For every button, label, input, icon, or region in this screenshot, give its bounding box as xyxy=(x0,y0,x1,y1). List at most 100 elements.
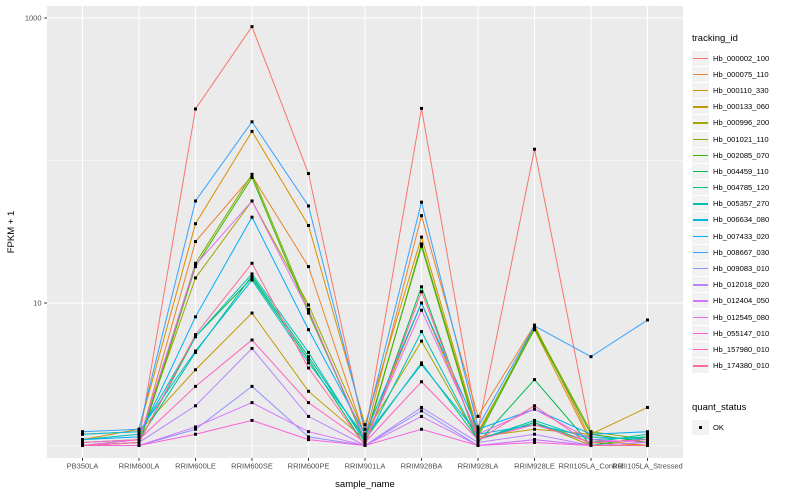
data-point xyxy=(137,444,141,447)
legend-key-swatch xyxy=(692,309,709,325)
legend-line-sample xyxy=(693,203,708,205)
data-point xyxy=(533,432,536,436)
data-point xyxy=(307,358,310,362)
x-tick-label: RRIM901LA xyxy=(345,462,386,471)
data-point xyxy=(589,430,593,434)
legend-item-Hb_005357_270: Hb_005357_270 xyxy=(692,196,798,212)
legend-key-swatch xyxy=(692,115,709,131)
data-point xyxy=(420,285,423,289)
data-point xyxy=(194,199,197,203)
legend-key-swatch xyxy=(692,147,709,163)
data-point xyxy=(250,311,254,315)
data-point xyxy=(476,425,480,429)
data-point xyxy=(420,380,423,384)
legend-item-label: Hb_002085_070 xyxy=(713,150,770,160)
data-point xyxy=(533,423,536,427)
data-point xyxy=(589,355,593,359)
legend-line-sample xyxy=(693,268,708,270)
data-point xyxy=(250,276,254,280)
legend-key-swatch xyxy=(692,180,709,196)
legend-line-sample xyxy=(693,170,708,173)
legend-tracking-id: tracking_id Hb_000002_100 Hb_000075_110 Hb… xyxy=(692,33,798,374)
data-point xyxy=(363,435,367,439)
data-point xyxy=(420,244,423,248)
data-point xyxy=(250,25,254,29)
data-point xyxy=(307,328,310,332)
data-point xyxy=(533,421,536,425)
data-point xyxy=(250,199,254,203)
data-point xyxy=(307,389,310,393)
legend-line-sample xyxy=(693,57,708,59)
data-point xyxy=(194,368,197,372)
data-point xyxy=(250,418,254,422)
x-tick-label: RRIM928LE xyxy=(514,462,555,471)
data-point xyxy=(420,363,423,367)
legend-line-sample xyxy=(693,251,708,254)
data-point xyxy=(420,330,423,334)
data-point xyxy=(250,278,254,282)
legend-tracking-id-title: tracking_id xyxy=(692,33,738,44)
y-axis-title: FPKM + 1 xyxy=(6,210,17,254)
data-point xyxy=(194,427,197,431)
data-point xyxy=(533,147,536,151)
data-point xyxy=(81,444,84,447)
legend-item-label: Hb_004459_110 xyxy=(713,166,769,176)
data-point xyxy=(589,432,593,436)
data-point xyxy=(194,335,197,339)
data-point xyxy=(589,435,593,439)
data-point xyxy=(307,366,310,370)
data-point xyxy=(307,438,310,442)
data-point xyxy=(250,215,254,219)
data-point xyxy=(533,378,536,382)
x-tick-label: RRII105LA_Control xyxy=(558,462,623,471)
data-point xyxy=(307,350,310,354)
data-point xyxy=(250,401,254,405)
data-point xyxy=(137,430,141,434)
x-tick-label: RRIM928BA xyxy=(401,462,443,471)
legend-item-label: Hb_006634_080 xyxy=(713,215,770,225)
legend-item-label: Hb_009083_010 xyxy=(713,264,770,274)
data-point xyxy=(420,339,423,343)
data-point xyxy=(646,435,649,439)
data-point xyxy=(646,438,649,442)
data-point xyxy=(476,435,480,439)
data-point xyxy=(137,432,141,436)
data-point xyxy=(194,265,197,269)
legend-item-label: Hb_000996_200 xyxy=(713,118,770,128)
legend-item-Hb_002085_070: Hb_002085_070 xyxy=(692,147,798,163)
x-tick-label: RRIM600PE xyxy=(288,462,330,471)
data-point xyxy=(420,301,423,305)
legend-item-Hb_012018_020: Hb_012018_020 xyxy=(692,277,798,293)
data-point xyxy=(194,333,197,337)
data-point xyxy=(194,432,197,436)
legend-item-label: Hb_000133_060 xyxy=(713,102,770,112)
data-point xyxy=(194,315,197,319)
data-point xyxy=(194,107,197,111)
legend-line-sample xyxy=(693,235,708,238)
legend-key-swatch xyxy=(692,325,709,341)
data-point xyxy=(307,265,310,269)
data-point xyxy=(250,274,254,278)
data-point xyxy=(476,440,480,444)
legend-item-label: Hb_000002_100 xyxy=(713,53,770,63)
x-tick-label: RRIM600LA xyxy=(119,462,160,471)
legend-key-swatch xyxy=(692,228,709,244)
data-point xyxy=(589,444,593,447)
legend-line-sample xyxy=(693,122,708,124)
legend-item-Hb_012545_080: Hb_012545_080 xyxy=(692,309,798,325)
legend-item-label: Hb_007433_020 xyxy=(713,231,770,241)
legend-item-label: Hb_004785_120 xyxy=(713,183,770,193)
data-point xyxy=(533,327,536,331)
data-point xyxy=(194,240,197,244)
legend-point-sample xyxy=(699,425,702,429)
legend-line-sample xyxy=(693,106,708,108)
data-point xyxy=(533,404,536,408)
data-point xyxy=(476,427,480,431)
legend-line-sample xyxy=(693,365,708,367)
data-point xyxy=(194,349,197,353)
data-point xyxy=(476,444,480,447)
legend-line-sample xyxy=(693,219,708,221)
data-point xyxy=(420,308,423,312)
x-axis-title: sample_name xyxy=(335,479,395,490)
